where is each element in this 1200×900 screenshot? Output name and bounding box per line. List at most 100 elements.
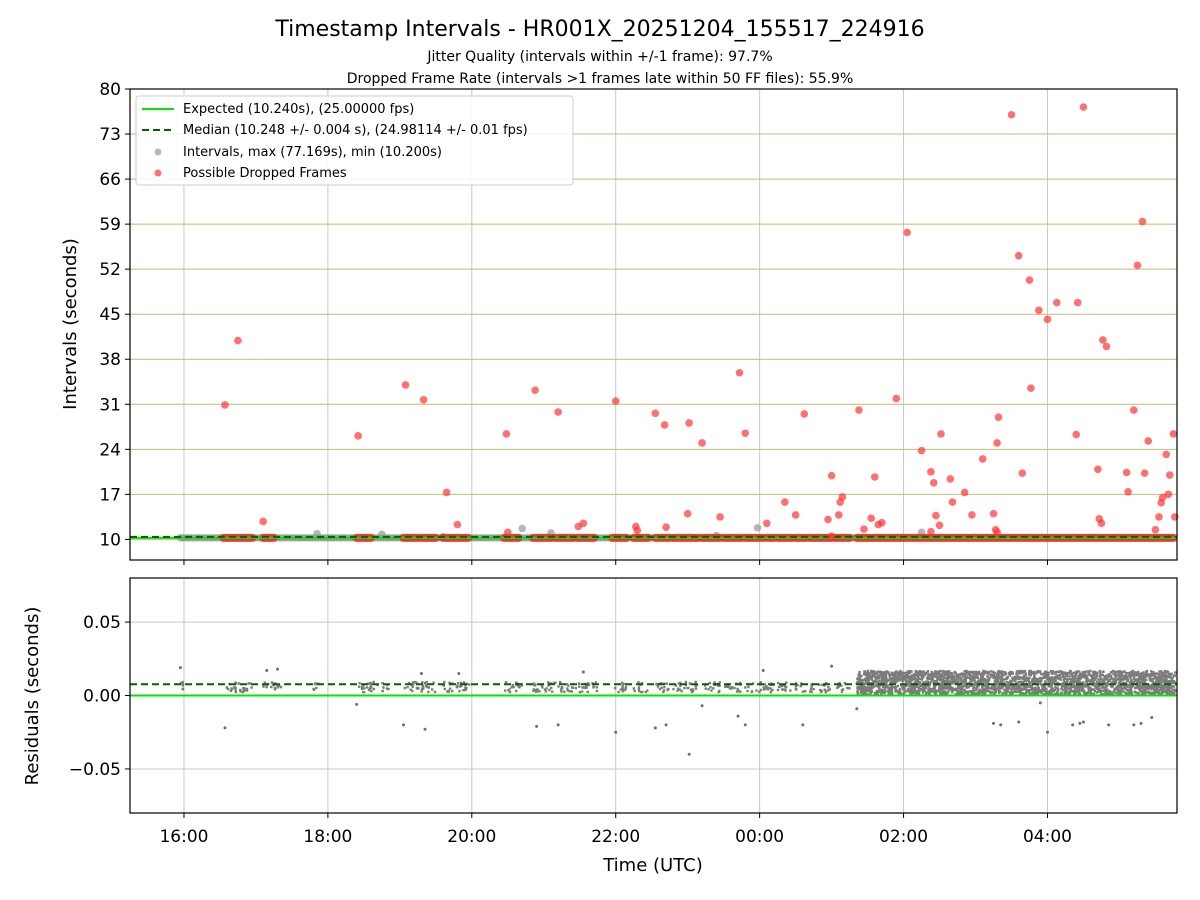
y-tick-label-intervals: 17 (99, 485, 121, 505)
dropped-frame-point (1025, 276, 1034, 284)
legend-intervals-swatch (154, 148, 162, 156)
dropped-frame-point (867, 514, 875, 522)
y-tick-label-intervals: 52 (99, 260, 121, 280)
dropped-frame-point (1014, 251, 1023, 260)
x-axis-label: Time (UTC) (602, 855, 703, 876)
residual-outlier-point (1071, 723, 1075, 727)
dropped-frame-point (611, 397, 620, 405)
dropped-frame-point (1158, 493, 1167, 502)
x-tick-label: 00:00 (735, 827, 784, 847)
residual-outlier-point (1045, 730, 1049, 734)
residual-outlier-point (801, 723, 805, 727)
y-tick-label-intervals: 45 (99, 305, 121, 325)
dropped-frame-point (1053, 298, 1061, 307)
y-tick-label-residuals: 0.00 (83, 687, 121, 707)
legend: Expected (10.240s), (25.00000 fps) Media… (135, 95, 574, 186)
dropped-frame-point (554, 408, 562, 416)
dropped-frame-point (741, 429, 750, 438)
dropped-frame-point (531, 386, 539, 394)
dropped-frame-point (968, 511, 976, 519)
dropped-frame-point (1007, 110, 1016, 119)
dropped-frame-point (978, 455, 987, 463)
dropped-frame-point (1144, 437, 1153, 445)
residual-points (179, 669, 1177, 696)
dropped-frame-point (259, 517, 267, 526)
x-tick-label: 20:00 (447, 827, 496, 847)
dropped-frame-point (1122, 468, 1131, 477)
residual-outlier-point (276, 667, 280, 671)
residual-outlier-point (614, 730, 618, 734)
legend-dropped-swatch (154, 169, 162, 177)
dropped-frame-point (735, 368, 744, 377)
dropped-frame-point (892, 394, 901, 403)
residual-outlier-point (1081, 720, 1085, 724)
residual-outlier-point (1078, 721, 1082, 725)
dropped-frame-point (1169, 430, 1178, 438)
x-tick-label: 18:00 (303, 827, 352, 847)
chart-title: Timestamp Intervals - HR001X_20251204_15… (274, 17, 924, 42)
residual-outlier-point (223, 726, 227, 730)
dropped-frame-point (1072, 430, 1081, 439)
legend-dropped-label: Possible Dropped Frames (183, 166, 347, 181)
dropped-frame-point (1124, 487, 1132, 496)
y-tick-label-intervals: 31 (99, 395, 121, 415)
y-tick-label-intervals: 38 (99, 350, 121, 370)
dropped-frame-point (1043, 315, 1052, 324)
dropped-frame-point (1138, 217, 1147, 226)
dropped-frame-point (503, 528, 512, 537)
residual-outlier-point (1132, 723, 1136, 727)
dropped-frame-point (1102, 342, 1111, 351)
dropped-frame-point (781, 498, 789, 506)
dropped-frame-point (994, 413, 1003, 421)
dropped-frame-point (1027, 384, 1035, 393)
legend-median-label: Median (10.248 +/- 0.004 s), (24.98114 +… (183, 123, 528, 138)
dropped-frame-point (354, 432, 362, 440)
dropped-frame-point (946, 475, 955, 483)
intervals-y-axis-label: Intervals (seconds) (60, 238, 81, 410)
dropped-frame-point (948, 498, 957, 506)
dropped-frame-point (716, 513, 724, 521)
dropped-frame-point (903, 228, 911, 237)
dropped-frame-point (800, 410, 809, 418)
residual-outlier-point (1017, 720, 1021, 724)
dropped-frame-point (870, 473, 879, 481)
chart-subtitle-dropped: Dropped Frame Rate (intervals >1 frames … (347, 71, 854, 87)
dropped-frame-point (502, 430, 511, 438)
intervals-y-ticks: 10 17 24 31 38 45 52 59 66 73 80 (99, 80, 130, 550)
residual-outlier-point (700, 704, 704, 708)
dropped-frame-point (683, 509, 692, 518)
residual-outlier-point (664, 723, 668, 727)
residual-outlier-point (178, 666, 182, 670)
residual-outlier-point (419, 671, 423, 675)
dropped-frame-point (234, 336, 242, 345)
dropped-frame-point (660, 421, 669, 429)
dropped-frame-point (1133, 261, 1142, 270)
dropped-frame-point (1035, 306, 1043, 315)
y-tick-label-intervals: 80 (99, 80, 121, 100)
dropped-frame-point (834, 511, 843, 519)
dropped-frame-point (791, 511, 800, 519)
dropped-frame-point (662, 523, 670, 531)
dropped-frame-point (763, 519, 771, 528)
residual-outlier-point (743, 723, 747, 727)
dropped-frame-point (221, 401, 229, 409)
x-tick-label: 22:00 (591, 827, 640, 847)
dropped-frame-point (1140, 469, 1149, 477)
dropped-frame-point (827, 471, 836, 480)
residual-outlier-point (457, 671, 461, 675)
residual-outlier-point (687, 752, 691, 756)
dropped-frame-point (927, 527, 935, 536)
dropped-frame-point (989, 509, 998, 518)
chart-subtitle-jitter: Jitter Quality (intervals within +/-1 fr… (426, 49, 772, 65)
residual-outlier-point (423, 727, 427, 731)
dropped-frame-point (993, 439, 1001, 447)
legend-intervals-label: Intervals, max (77.169s), min (10.200s) (183, 145, 442, 160)
dropped-frame-point (960, 488, 969, 497)
residual-outlier-point (761, 669, 765, 673)
residual-outlier-point (830, 664, 834, 668)
residual-outlier-point (736, 714, 740, 718)
x-tick-label: 02:00 (879, 827, 928, 847)
y-tick-label-intervals: 10 (99, 530, 121, 550)
residual-outlier-point (999, 723, 1003, 727)
interval-point (518, 524, 526, 533)
